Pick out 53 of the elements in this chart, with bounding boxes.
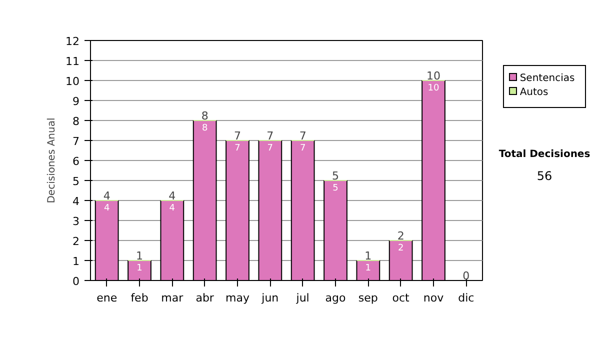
total-label: 4 xyxy=(103,190,110,202)
legend-label: Autos xyxy=(518,86,550,100)
y-tick-label: 9 xyxy=(72,95,80,108)
y-tick-label: 5 xyxy=(72,175,80,188)
data-label: 1 xyxy=(136,264,142,274)
data-label: 2 xyxy=(398,244,404,254)
y-tick-label: 6 xyxy=(72,155,80,168)
x-tick-label: ago xyxy=(325,292,346,304)
total-label: 7 xyxy=(234,130,241,142)
y-tick-label: 4 xyxy=(72,195,80,208)
y-tick-label: 12 xyxy=(66,35,80,48)
total-label: 0 xyxy=(462,270,470,282)
text: 56 xyxy=(536,168,554,185)
y-tick-label: 1 xyxy=(72,255,80,268)
data-label: 4 xyxy=(169,204,176,214)
total-label: 5 xyxy=(332,170,339,182)
data-label: 7 xyxy=(234,144,240,154)
x-tick-label: nov xyxy=(423,292,444,304)
x-tick-label: feb xyxy=(130,292,148,304)
total-label: 8 xyxy=(201,110,208,122)
total-label: 7 xyxy=(299,130,306,142)
x-tick-label: ene xyxy=(96,292,118,304)
data-label: 5 xyxy=(332,184,338,194)
y-tick-label: 11 xyxy=(66,55,80,68)
data-label: 7 xyxy=(267,144,274,154)
data-label: 8 xyxy=(202,124,208,134)
y-tick-label: 7 xyxy=(72,135,80,148)
total-label: 1 xyxy=(364,250,372,262)
data-label: 1 xyxy=(365,264,372,274)
data-label: 7 xyxy=(300,144,306,154)
text: Total Decisiones xyxy=(498,148,590,162)
y-tick-label: 0 xyxy=(72,275,80,288)
data-label: 10 xyxy=(428,84,440,94)
y-tick-label: 8 xyxy=(72,115,80,128)
x-tick-label: dic xyxy=(458,292,474,304)
total-label: 1 xyxy=(136,250,143,262)
x-tick-label: oct xyxy=(392,292,410,304)
x-tick-label: jun xyxy=(260,292,279,304)
legend-label: Sentencias xyxy=(518,72,576,86)
x-tick-label: sep xyxy=(358,292,378,304)
y-axis-title: Decisiones Anual xyxy=(46,118,58,204)
x-tick-label: jul xyxy=(295,292,310,304)
x-tick-label: abr xyxy=(196,292,214,304)
y-tick-label: 3 xyxy=(72,215,80,228)
x-tick-label: may xyxy=(226,292,250,304)
total-label: 4 xyxy=(168,190,176,202)
y-tick-label: 10 xyxy=(66,75,80,88)
y-tick-label: 2 xyxy=(72,235,80,248)
total-label: 2 xyxy=(397,230,404,242)
x-tick-label: mar xyxy=(161,292,184,304)
total-label: 7 xyxy=(266,130,274,142)
data-label: 4 xyxy=(104,204,110,214)
total-label: 10 xyxy=(426,70,440,82)
